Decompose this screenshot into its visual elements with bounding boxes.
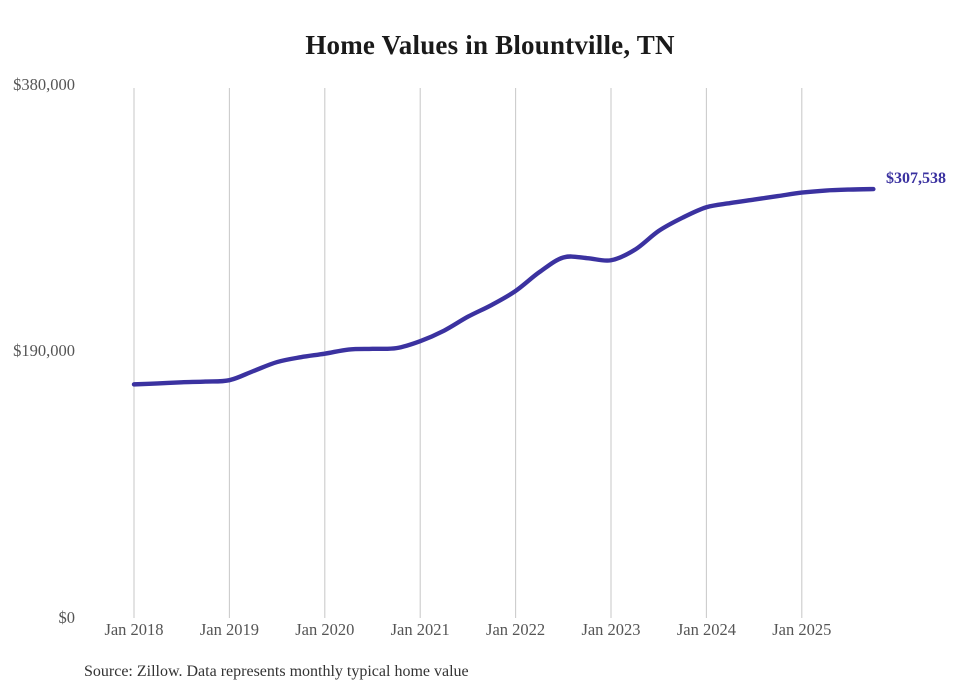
gridlines-group <box>133 88 803 618</box>
y-axis-label-top: $380,000 <box>13 75 75 94</box>
x-axis-label-jan-2023: Jan 2023 <box>581 620 641 639</box>
series-end-value-label: $307,538 <box>886 170 946 187</box>
x-axis-label-jan-2018: Jan 2018 <box>104 620 164 639</box>
x-axis-label-jan-2022: Jan 2022 <box>486 620 546 639</box>
y-axis-label-bottom: $0 <box>58 608 76 627</box>
home-value-line <box>131 186 876 387</box>
x-axis-label-jan-2021: Jan 2021 <box>390 620 450 639</box>
chart-source-note: Source: Zillow. Data represents monthly … <box>84 663 469 680</box>
x-axis-label-jan-2020: Jan 2020 <box>295 620 355 639</box>
chart-title: Home Values in Blountville, TN <box>305 30 675 60</box>
x-axis-label-jan-2019: Jan 2019 <box>199 620 259 639</box>
x-axis-label-jan-2024: Jan 2024 <box>676 620 736 639</box>
y-axis-label-middle: $190,000 <box>13 341 75 360</box>
x-axis-label-jan-2025: Jan 2025 <box>772 620 832 639</box>
